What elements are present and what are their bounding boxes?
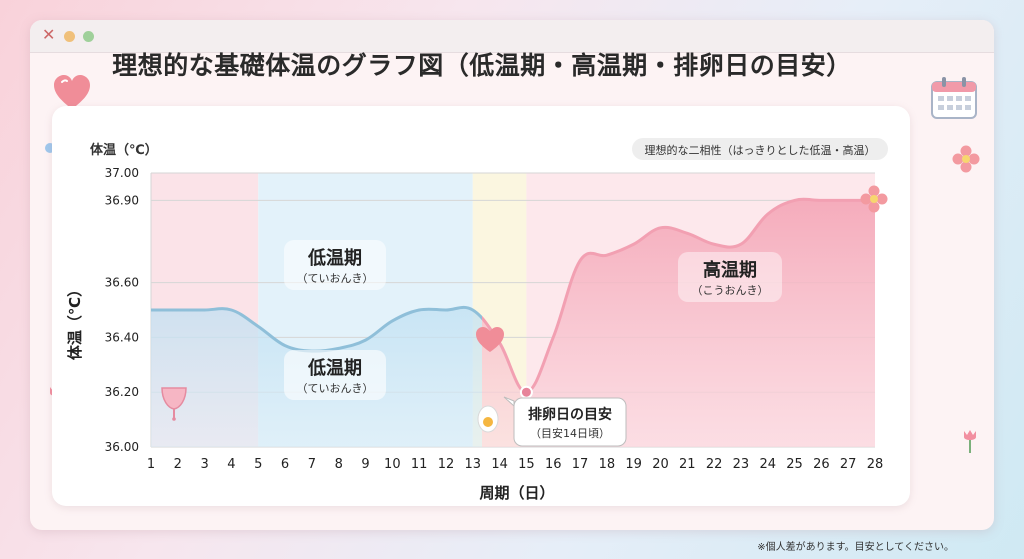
calendar-icon [931,77,977,119]
minimize-icon[interactable] [64,31,75,42]
low-phase-title: 低温期 [307,357,362,379]
x-tick-label: 1 [147,457,155,472]
x-tick-label: 19 [625,457,642,472]
ovulation-title: 排卵日の目安 [528,406,612,423]
x-tick-label: 10 [384,457,401,472]
high-phase-title: 高温期 [703,259,757,281]
x-tick-label: 22 [706,457,723,472]
close-icon[interactable]: ✕ [42,25,56,44]
tulip-icon [964,430,976,453]
low-phase-title: 低温期 [307,247,362,269]
x-tick-label: 28 [867,457,884,472]
x-tick-label: 8 [335,457,343,472]
ovulation-callout: 排卵日の目安 （目安14日頃） [503,396,627,447]
title-bar: ✕ [30,20,994,53]
bbt-chart: 体温（℃） 理想的な二相性（はっきりとした低温・高温） 37.0036.9036… [66,138,888,502]
x-tick-label: 3 [200,457,208,472]
x-axis-label: 周期（日） [479,484,554,502]
y-tick-label: 36.60 [105,276,139,290]
x-tick-label: 23 [733,457,750,472]
flower-icon [952,145,980,173]
temperature-line-low [151,305,482,353]
heart-icon [54,75,90,109]
menstrual-cup-icon [161,387,187,421]
y-tick-label: 37.00 [105,166,139,180]
x-tick-label: 17 [572,457,589,472]
low-phase-label-upper: 低温期 （ていおんき） [284,240,386,290]
x-tick-label: 12 [438,457,455,472]
y-tick-label: 36.00 [105,440,139,454]
x-tick-label: 13 [465,457,482,472]
x-tick-label: 16 [545,457,562,472]
low-phase-reading: （ていおんき） [297,272,374,285]
x-tick-label: 6 [281,457,289,472]
y-axis-label: 体温（℃） [66,282,84,360]
x-tick-label: 7 [308,457,316,472]
y-tick-label: 36.90 [105,193,139,207]
ovulation-point [519,385,533,399]
x-tick-label: 20 [652,457,669,472]
high-phase-reading: （こうおんき） [692,284,769,297]
ovulation-sub: （目安14日頃） [530,426,610,440]
x-tick-label: 18 [599,457,616,472]
page-title: 理想的な基礎体温のグラフ図（低温期・高温期・排卵日の目安） [112,51,852,80]
x-tick-label: 9 [361,457,369,472]
x-tick-label: 5 [254,457,262,472]
temperature-line-high [482,197,875,394]
x-tick-label: 25 [786,457,803,472]
chart-card: 体温（℃） 理想的な二相性（はっきりとした低温・高温） 37.00 36.90 36… [52,106,910,506]
x-tick-label: 26 [813,457,830,472]
x-tick-label: 14 [491,457,508,472]
y-tick-label: 36.20 [105,385,139,399]
y-tick-label: 36.40 [105,330,139,344]
egg-icon [477,405,499,433]
x-tick-label: 24 [759,457,776,472]
x-tick-label: 27 [840,457,857,472]
flower-icon [860,185,888,213]
footnote: ※個人差があります。目安としてください。 [757,542,954,553]
low-phase-reading: （ていおんき） [297,382,374,395]
chart-badge-text: 理想的な二相性（はっきりとした低温・高温） [645,143,876,157]
chart-badge: 理想的な二相性（はっきりとした低温・高温） [632,138,888,160]
x-tick-label: 11 [411,457,428,472]
low-phase-label-lower: 低温期 （ていおんき） [284,350,386,400]
x-tick-label: 4 [227,457,235,472]
x-tick-label: 21 [679,457,696,472]
ovulation-heart-icon [476,327,504,352]
x-tick-label: 2 [174,457,182,472]
high-phase-label: 高温期 （こうおんき） [678,252,782,302]
y-axis-top-label: 体温（℃） [90,142,158,158]
maximize-icon[interactable] [83,31,94,42]
x-tick-label: 15 [518,457,535,472]
